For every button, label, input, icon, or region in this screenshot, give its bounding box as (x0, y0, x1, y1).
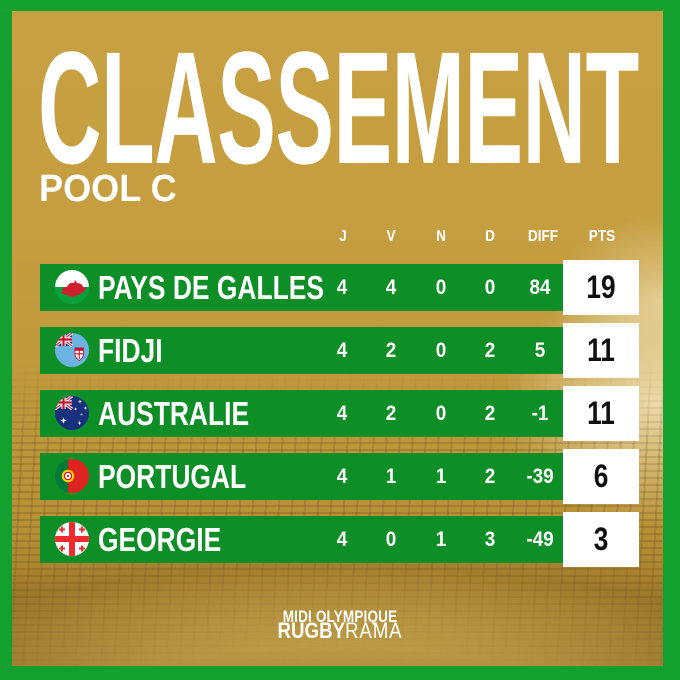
stat-played: 4 (336, 528, 348, 551)
points-box: 3 (563, 512, 639, 567)
stat-losses: 2 (484, 402, 496, 425)
stat-wins: 2 (385, 402, 397, 425)
portugal-flag-icon (55, 459, 89, 493)
points-box: 19 (563, 260, 639, 315)
table-row-georgia: GEORGIE 4 0 1 3 -49 3 (40, 512, 639, 567)
points-box: 11 (563, 323, 639, 378)
column-header-v: V (386, 228, 396, 245)
stat-losses: 0 (484, 276, 496, 299)
points-value: 11 (587, 332, 615, 368)
page-title: CLASSEMENT (38, 18, 639, 197)
stat-draws: 0 (435, 402, 447, 425)
table-row-portugal: PORTUGAL 4 1 1 2 -39 6 (40, 449, 639, 504)
points-value: 19 (586, 269, 616, 305)
stat-played: 4 (336, 402, 348, 425)
stat-wins: 4 (385, 276, 397, 299)
points-value: 3 (593, 521, 609, 557)
fiji-flag-icon (55, 333, 89, 367)
stat-losses: 2 (484, 339, 496, 362)
stat-wins: 0 (385, 528, 397, 551)
australia-flag-icon (55, 396, 89, 430)
stat-losses: 2 (484, 465, 496, 488)
table-row-fiji: FIDJI 4 2 0 2 5 11 (40, 323, 639, 378)
stat-diff: -39 (526, 465, 554, 488)
team-name: AUSTRALIE (98, 395, 250, 432)
column-header-pts: PTS (588, 228, 616, 245)
stat-losses: 3 (484, 528, 496, 551)
stat-played: 4 (336, 276, 348, 299)
points-box: 6 (563, 449, 639, 504)
column-header-d: D (485, 228, 495, 245)
points-value: 6 (593, 458, 609, 494)
team-name: FIDJI (98, 332, 163, 369)
stat-diff: -1 (531, 402, 549, 425)
georgia-flag-icon (55, 522, 89, 556)
stat-draws: 0 (435, 339, 447, 362)
stat-diff: 84 (529, 276, 551, 299)
table-row-wales: PAYS DE GALLES 4 4 0 0 84 19 (40, 260, 639, 315)
points-value: 11 (587, 395, 615, 431)
team-name: GEORGIE (98, 521, 222, 558)
stat-played: 4 (336, 465, 348, 488)
wales-flag-icon (55, 270, 89, 304)
stat-draws: 0 (435, 276, 447, 299)
column-header-diff: DIFF (527, 228, 559, 245)
stat-wins: 1 (385, 465, 397, 488)
stat-draws: 1 (435, 528, 447, 551)
stat-diff: -49 (526, 528, 554, 551)
stat-draws: 1 (435, 465, 447, 488)
stat-diff: 5 (534, 339, 546, 362)
column-header-j: J (339, 228, 347, 245)
team-name: PORTUGAL (98, 458, 247, 495)
table-row-australia: AUSTRALIE 4 2 0 2 -1 11 (40, 386, 639, 441)
stat-played: 4 (336, 339, 348, 362)
pool-label: POOL C (39, 168, 177, 210)
stat-wins: 2 (385, 339, 397, 362)
column-header-n: N (436, 228, 446, 245)
points-box: 11 (563, 386, 639, 441)
team-name: PAYS DE GALLES (98, 269, 324, 306)
